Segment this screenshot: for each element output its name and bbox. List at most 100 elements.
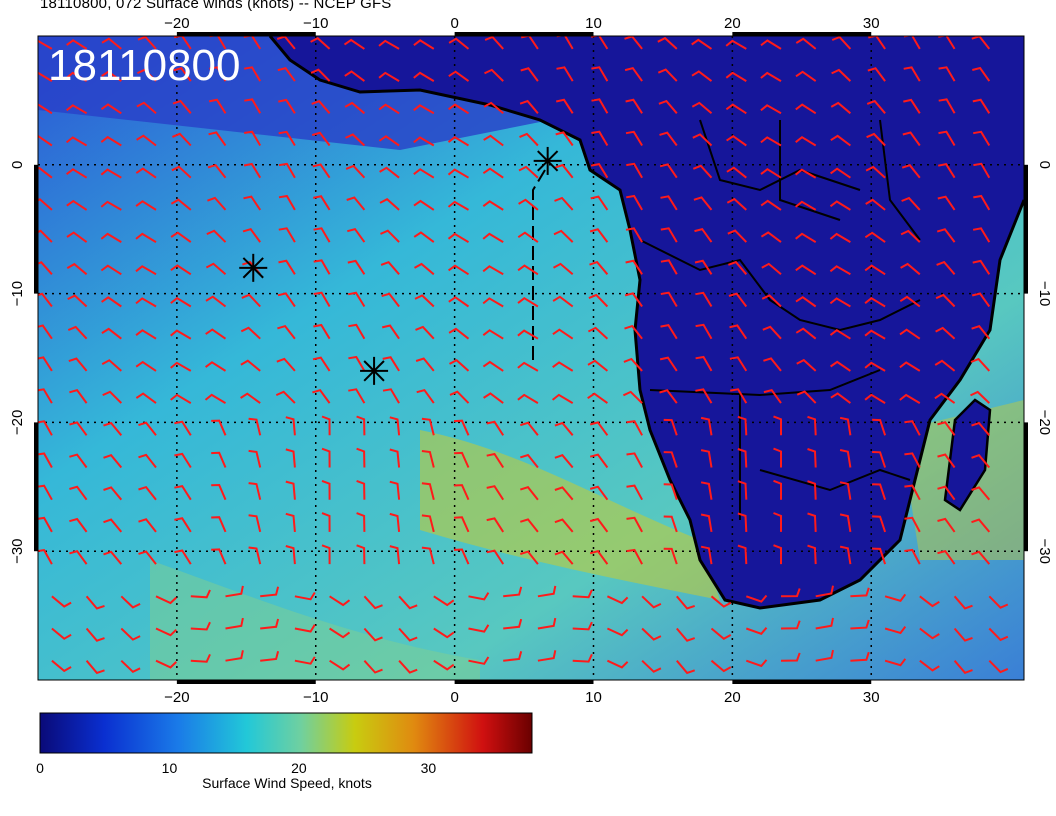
wind-barb (659, 356, 678, 372)
wind-barb (448, 103, 470, 115)
wind-barb (710, 627, 732, 641)
wind-barb (763, 388, 782, 404)
star-marker-1 (239, 253, 268, 282)
wind-barb (416, 388, 435, 404)
wind-barb (243, 162, 262, 179)
wind-barb (588, 293, 609, 308)
wind-barb (68, 357, 88, 372)
wind-barb (972, 66, 991, 82)
figure-title: 18110800, 072 Surface winds (knots) -- N… (40, 0, 392, 12)
wind-barb (872, 451, 887, 468)
wind-barb (242, 228, 262, 243)
wind-barb (936, 228, 956, 243)
wind-barb (872, 515, 887, 533)
wind-barb (170, 393, 192, 404)
wind-barb (589, 550, 609, 565)
wind-barb (389, 416, 401, 436)
wind-barb (69, 453, 88, 469)
wind-barb (872, 547, 887, 565)
wind-barb (51, 627, 72, 640)
wind-barb (100, 264, 122, 276)
wind-barb (864, 329, 886, 340)
colorbar-tick-label: 30 (420, 760, 437, 776)
wind-barb (695, 388, 713, 404)
wind-barb (448, 37, 470, 50)
wind-barb (206, 229, 227, 243)
wind-barb (447, 135, 470, 147)
wind-barb (414, 294, 435, 308)
wind-barb (903, 66, 921, 82)
wind-barb (937, 485, 956, 501)
wind-barb (205, 295, 227, 308)
wind-barb (864, 231, 886, 243)
wind-barb (155, 627, 177, 637)
wind-barb (829, 232, 851, 243)
wind-barb (379, 166, 400, 179)
wind-barb (483, 392, 504, 404)
wind-barb (839, 481, 852, 500)
wind-barb (313, 323, 331, 340)
wind-barb (100, 135, 122, 147)
wind-barb (555, 98, 574, 114)
wind-barb (935, 293, 956, 308)
wind-barb (663, 515, 678, 533)
wind-barb (694, 227, 713, 243)
wind-barb (901, 164, 921, 179)
wind-barb (285, 480, 296, 500)
wind-barb (482, 297, 504, 308)
lon-tick-label-top: −10 (303, 15, 328, 32)
wind-barb (277, 66, 296, 82)
wind-barb (51, 595, 72, 608)
wind-barb (937, 453, 956, 469)
wind-barb (248, 417, 262, 436)
wind-barb (938, 98, 956, 114)
wind-barb (312, 163, 331, 179)
wind-barb (170, 231, 192, 243)
wind-barb (728, 292, 748, 308)
wind-barb (155, 595, 177, 605)
wind-barb (38, 549, 53, 565)
wind-barb (606, 659, 629, 669)
track-line (532, 169, 546, 360)
wind-barb (447, 168, 470, 179)
wind-barb (691, 70, 713, 82)
colorbar-tick-label: 10 (161, 760, 178, 776)
wind-barb (294, 656, 316, 665)
wind-barb (626, 162, 643, 179)
wind-barb (796, 390, 817, 404)
wind-barb (482, 360, 504, 372)
frame-bar (454, 680, 594, 684)
wind-barb (660, 227, 678, 243)
wind-barb (554, 421, 574, 436)
wind-barb (829, 297, 851, 308)
wind-barb (69, 421, 88, 436)
lon-tick-label-top: 10 (585, 15, 602, 32)
wind-barb (51, 659, 72, 673)
wind-barb (482, 200, 504, 211)
lat-tick-label-left: −30 (9, 538, 26, 563)
star-marker-2 (360, 356, 389, 385)
wind-barb (413, 168, 435, 179)
wind-barb (865, 165, 886, 179)
wind-barb (626, 516, 643, 533)
wind-barb (537, 617, 557, 630)
wind-barb (278, 162, 296, 179)
wind-barb (69, 389, 88, 404)
wind-barb (626, 548, 643, 565)
lat-tick-label-right: 0 (1036, 161, 1053, 169)
wind-barb (433, 595, 455, 607)
wind-barb (556, 66, 574, 82)
wind-barb (347, 259, 366, 275)
wind-barb (243, 195, 262, 211)
wind-barb (590, 195, 609, 211)
wind-barb (902, 131, 921, 147)
wind-barb (641, 659, 662, 673)
wind-barb (421, 482, 435, 500)
wind-barb (415, 325, 435, 340)
wind-barb (938, 66, 956, 82)
wind-barb (761, 294, 782, 308)
wind-barb (815, 585, 834, 598)
wind-barb (448, 264, 470, 276)
wind-barb (763, 357, 782, 372)
wind-barb (120, 595, 141, 609)
